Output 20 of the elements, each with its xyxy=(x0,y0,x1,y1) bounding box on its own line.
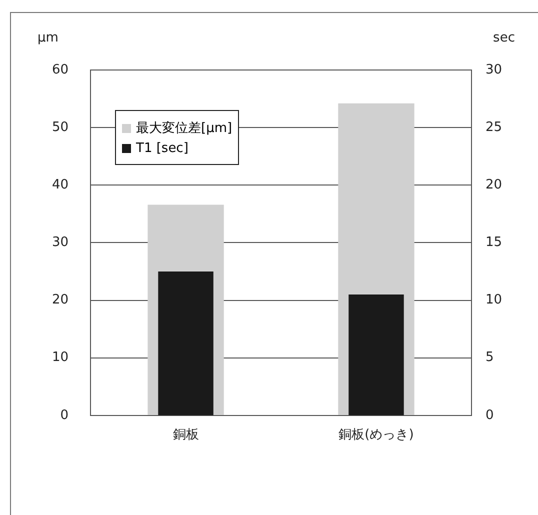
y-tick-label: 60 xyxy=(52,62,69,78)
y-tick-label: 0 xyxy=(60,408,69,423)
y-tick-label: 20 xyxy=(52,292,69,308)
y2-tick-label: 15 xyxy=(485,235,502,250)
y-tick-label: 50 xyxy=(52,120,69,135)
y-tick-label: 10 xyxy=(52,350,69,366)
y-tick-label: 40 xyxy=(52,178,69,193)
x-tick-label: 銅板(めっき) xyxy=(338,428,414,443)
y2-tick-label: 5 xyxy=(485,350,494,366)
y2-tick-label: 20 xyxy=(485,178,502,193)
y2-tick-label: 25 xyxy=(485,120,502,135)
y-axis-title: µm xyxy=(38,30,58,46)
y2-tick-label: 10 xyxy=(485,292,502,308)
y2-tick-label: 30 xyxy=(485,62,502,78)
x-tick-label: 銅板 xyxy=(172,428,199,443)
y2-axis-title: sec xyxy=(493,30,515,46)
legend-label: T1 [sec] xyxy=(136,141,188,156)
legend-label: 最大変位差[μm] xyxy=(136,120,232,137)
y-tick-label: 30 xyxy=(52,235,69,250)
y2-tick-label: 0 xyxy=(485,408,494,423)
